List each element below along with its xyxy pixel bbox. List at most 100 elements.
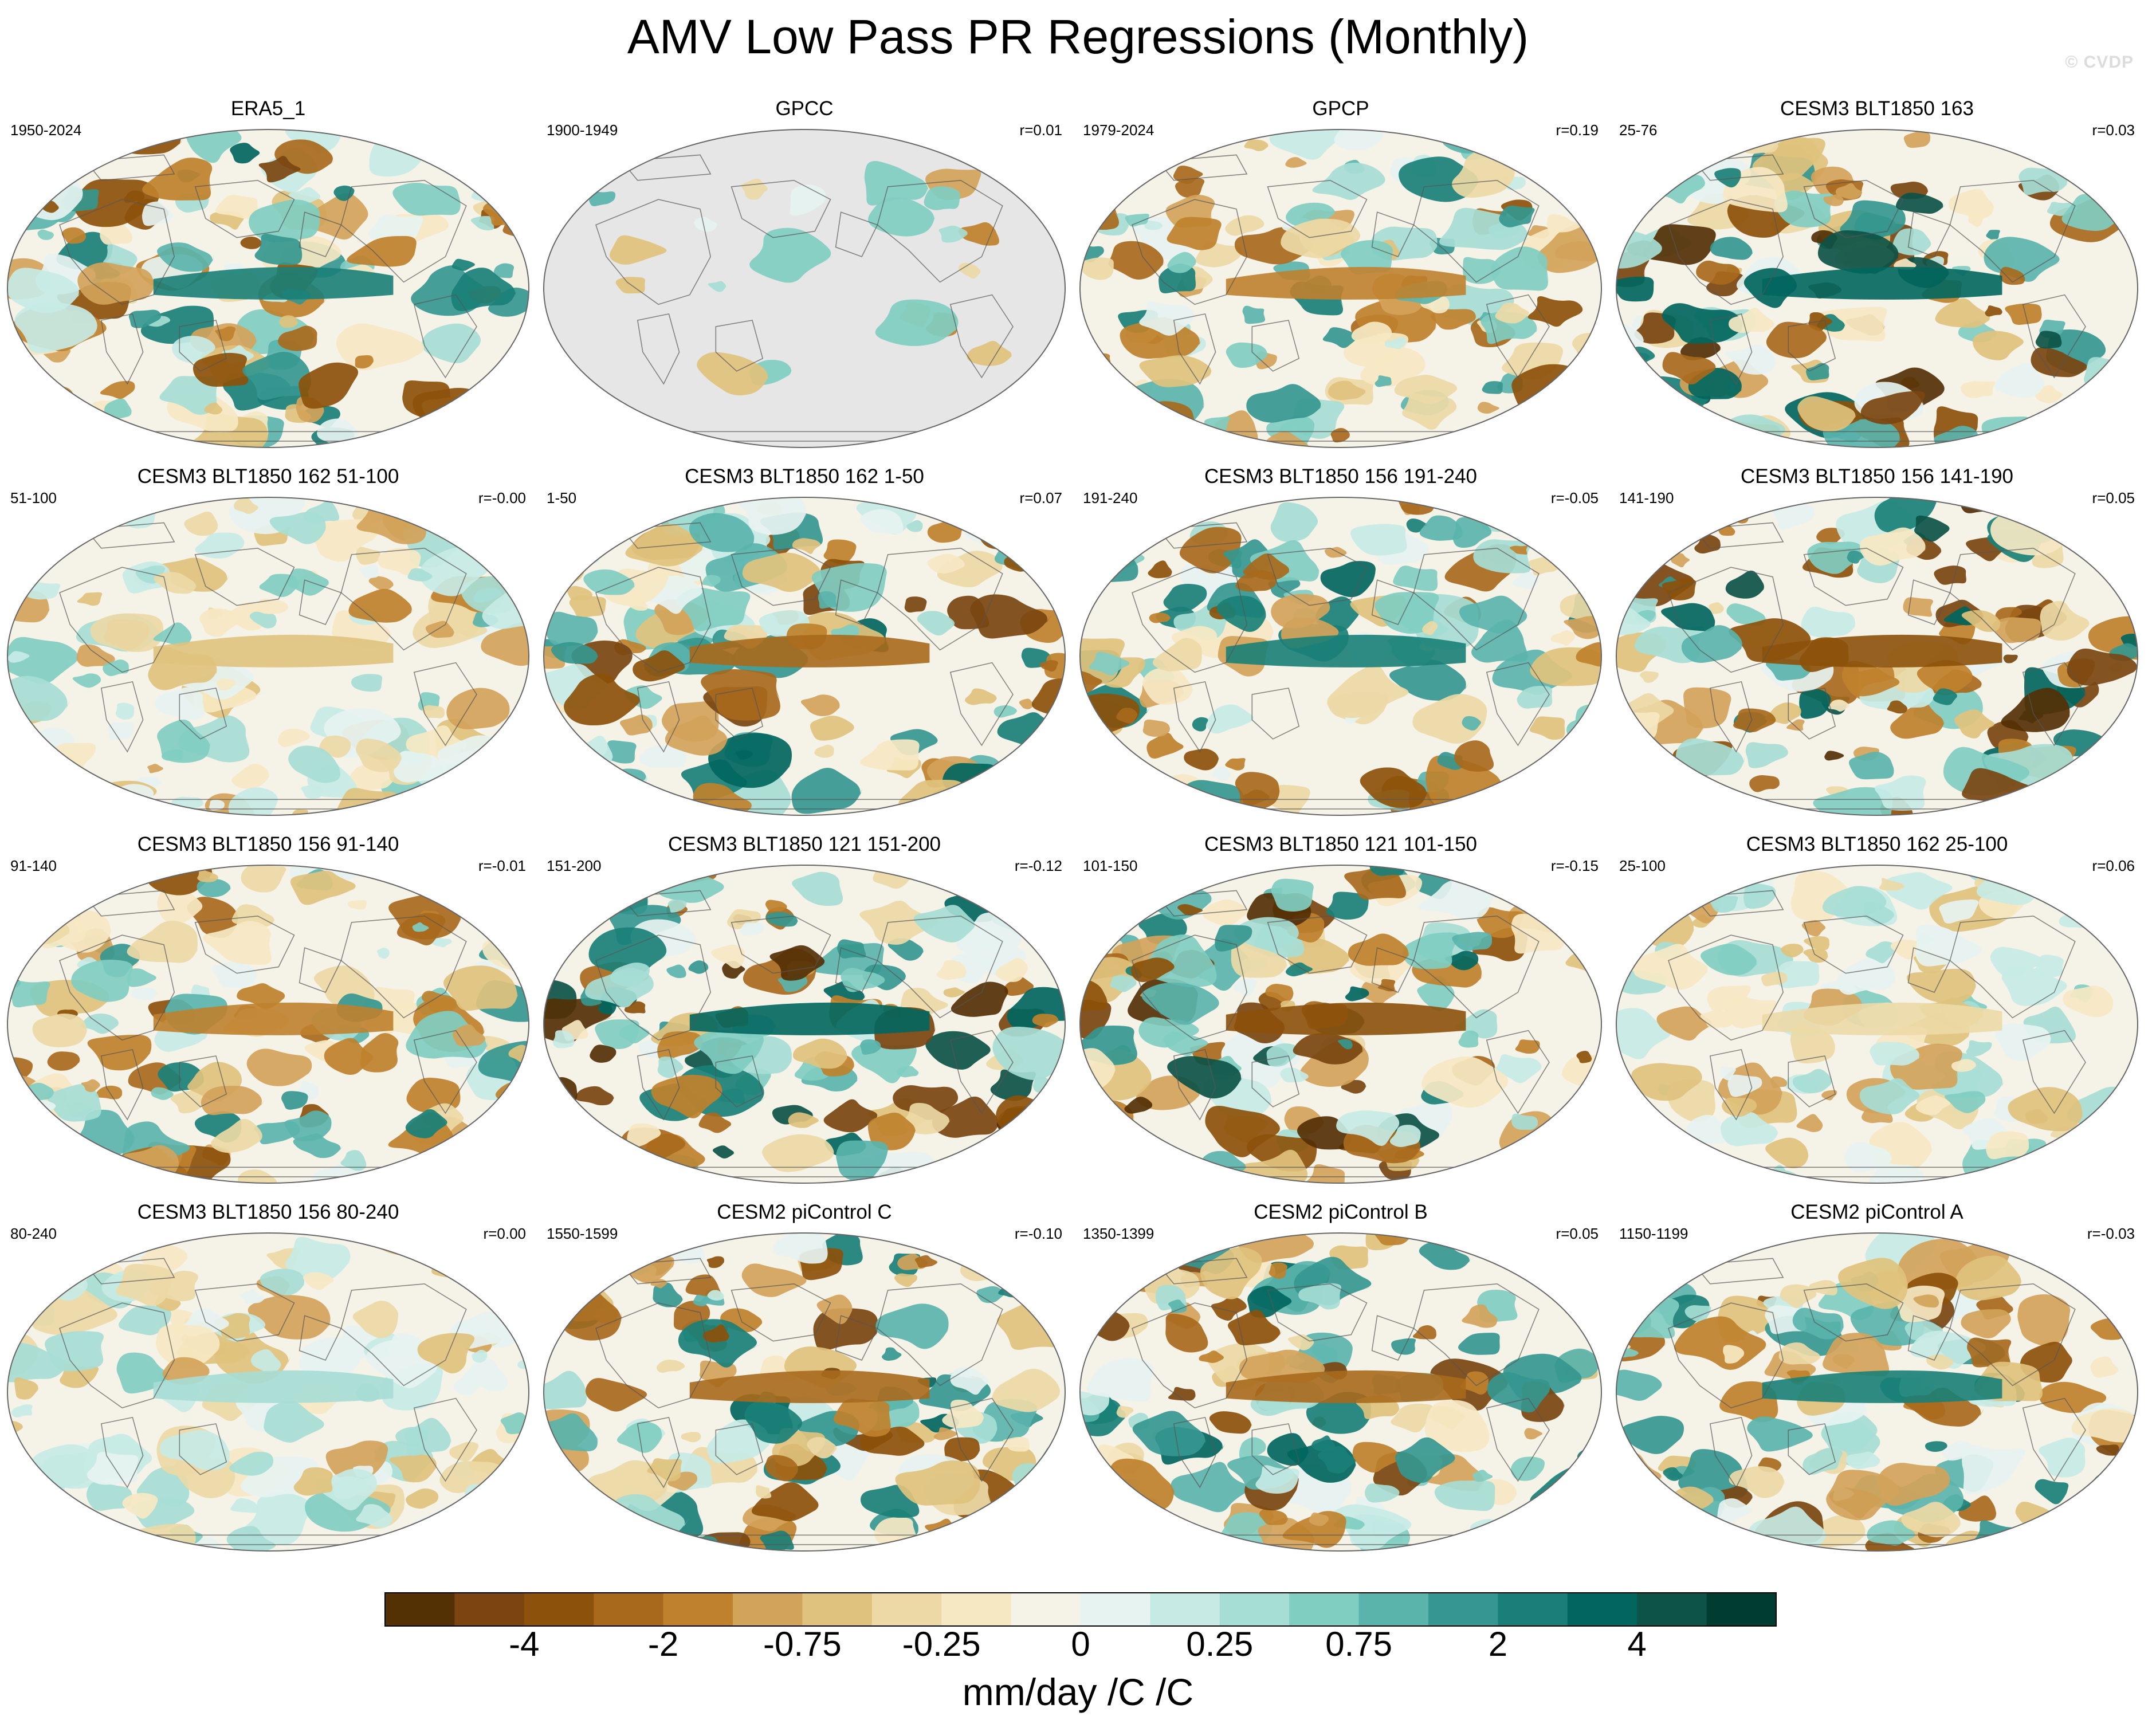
itcz-band [153,266,394,300]
panel-map-canvas [1616,1232,2138,1552]
precip-anomaly-blob [1633,1233,1688,1259]
precip-anomaly-blob [666,964,687,979]
precip-anomaly-blob [2061,769,2115,802]
panel-correlation-label: r=0.06 [2092,857,2135,874]
coastline [835,579,878,625]
precip-anomaly-blob [951,981,1008,1017]
precip-anomaly-blob [1421,1056,1513,1108]
precip-anomaly-blob [1110,975,1138,992]
precip-anomaly-blob [544,1295,575,1316]
panel-correlation-label: r=0.05 [1556,1225,1599,1242]
precip-anomaly-blob [665,715,729,756]
precip-anomaly-blob [976,501,1047,549]
precip-anomaly-blob [657,1031,704,1061]
precip-anomaly-blob [614,865,627,873]
precip-anomaly-blob [1345,986,1370,1002]
panel-period-label: 151-200 [547,857,602,874]
colorbar-swatch [941,1593,1012,1626]
precip-anomaly-blob [1139,301,1197,336]
map-panel: GPCC 1900-1949 r=0.01 [536,97,1073,464]
precip-anomaly-blob [451,268,517,311]
precip-anomaly-blob [841,968,888,992]
precip-anomaly-blob [1080,557,1117,579]
precip-anomaly-blob [1901,1502,1963,1537]
precip-anomaly-blob [1511,1113,1539,1130]
precip-anomaly-blob [241,865,286,893]
coastline [595,1302,712,1409]
precip-anomaly-blob [1271,878,1314,912]
precip-anomaly-blob [1773,502,1815,530]
precip-anomaly-blob [34,141,61,157]
precip-anomaly-blob [1029,1512,1065,1548]
precip-anomaly-blob [1124,1097,1154,1114]
precip-anomaly-blob [582,781,643,810]
precip-anomaly-blob [1535,786,1587,815]
precip-anomaly-blob [252,599,290,618]
precip-anomaly-blob [1298,1283,1342,1310]
precip-anomaly-blob [7,783,32,807]
precip-anomaly-blob [1032,563,1065,585]
precip-anomaly-blob [1012,1463,1062,1494]
precip-anomaly-blob [836,1140,888,1183]
precip-anomaly-blob [584,1153,618,1174]
precip-anomaly-blob [2050,873,2134,905]
precip-anomaly-blob [324,1038,376,1075]
precip-anomaly-blob [86,1481,133,1511]
panel-correlation-label: r=0.03 [2092,121,2135,139]
precip-anomaly-blob [1747,1416,1818,1452]
precip-anomaly-blob [2056,1140,2110,1173]
precip-anomaly-blob [2052,795,2130,815]
precip-anomaly-blob [1080,1495,1129,1529]
panel-map-canvas [1079,129,1602,448]
precip-anomaly-blob [676,587,751,631]
colorbar [0,1581,2156,1724]
precip-anomaly-blob [1093,1259,1121,1278]
precip-anomaly-blob [301,784,323,799]
precip-anomaly-blob [1171,130,1196,148]
precip-anomaly-blob [1126,1238,1162,1255]
precip-anomaly-blob [15,1464,41,1485]
precip-anomaly-blob [279,315,299,328]
coastline [637,313,680,385]
precip-anomaly-blob [2088,402,2132,428]
precip-anomaly-blob [1662,129,1718,146]
precip-anomaly-blob [694,1030,764,1074]
precip-anomaly-blob [1958,1495,1997,1522]
coastline [949,294,1014,379]
coastline [1486,294,1550,379]
precip-anomaly-blob [544,1157,588,1183]
coastline [715,1423,764,1475]
precip-anomaly-blob [1239,1437,1267,1460]
panel-title: GPCP [1312,97,1369,120]
precip-anomaly-blob [1894,258,1917,270]
precip-anomaly-blob [950,1366,991,1395]
watermark: © CVDP [2065,53,2134,72]
precip-anomaly-blob [1616,276,1654,302]
precip-anomaly-blob [404,1417,451,1456]
precip-anomaly-blob [1419,1242,1472,1270]
coastline [877,915,1003,1019]
precip-anomaly-blob [1311,1435,1336,1451]
precip-anomaly-blob [80,1013,121,1034]
colorbar-swatch [733,1593,803,1626]
precip-anomaly-blob [1951,1059,1978,1072]
coastline [1251,320,1300,372]
precip-anomaly-blob [927,553,967,574]
precip-anomaly-blob [412,922,430,932]
precip-anomaly-blob [1102,1511,1147,1548]
precip-anomaly-blob [1621,1416,1684,1454]
colorbar-swatch [1358,1593,1429,1626]
precip-anomaly-blob [1629,1286,1649,1299]
precip-anomaly-blob [1679,871,1707,888]
precip-anomaly-blob [1981,416,2032,447]
coastline [877,179,1003,283]
panel-correlation-label: r=0.05 [2092,489,2135,506]
precip-anomaly-blob [1148,874,1185,897]
precip-anomaly-blob [1616,1525,1674,1551]
precip-anomaly-blob [1895,193,1946,214]
coastline [1157,154,1248,181]
precip-anomaly-blob [1817,230,1902,274]
precip-anomaly-blob [11,1404,33,1417]
itcz-band [689,634,930,667]
precip-anomaly-blob [1867,1520,1918,1546]
